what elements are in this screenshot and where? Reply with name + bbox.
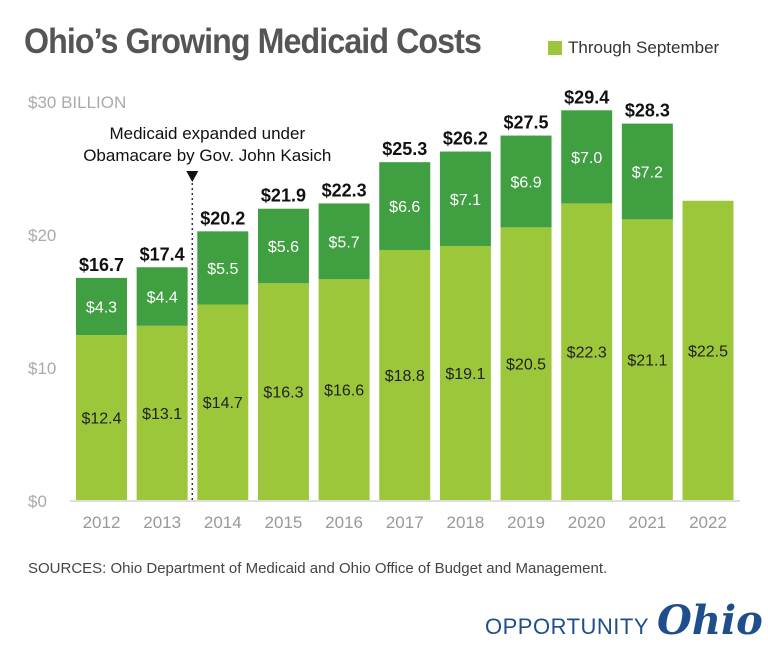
bar-rest-label: $6.6 (389, 199, 420, 216)
bar-total-label: $26.2 (443, 129, 488, 149)
bar-base-2016 (318, 279, 370, 500)
bar-total-label: $17.4 (140, 244, 185, 264)
bar-rest-label: $7.0 (571, 150, 602, 167)
bar-base-label: $16.3 (263, 385, 303, 402)
legend: Through September (548, 38, 719, 58)
y-tick-label: $20 (28, 226, 56, 245)
bar-rest-label: $4.4 (147, 290, 178, 307)
bar-total-label: $20.2 (200, 208, 245, 228)
bar-rest-label: $5.5 (207, 261, 238, 278)
opportunity-ohio-logo: OPPORTUNITY Ohio (485, 597, 763, 644)
bar-base-2019 (500, 227, 552, 500)
bar-base-label: $22.5 (688, 343, 728, 360)
bar-base-2022 (682, 200, 734, 500)
x-tick-label: 2017 (386, 513, 424, 532)
y-tick-label: $10 (28, 359, 56, 378)
x-tick-label: 2014 (204, 513, 242, 532)
bar-total-label: $28.3 (625, 101, 670, 121)
x-tick-label: 2018 (446, 513, 484, 532)
x-tick-label: 2019 (507, 513, 545, 532)
x-tick-label: 2020 (568, 513, 606, 532)
bar-total-label: $25.3 (382, 139, 427, 159)
logo-script: Ohio (657, 597, 763, 644)
bar-base-label: $20.5 (506, 357, 546, 374)
bar-total-label: $21.9 (261, 186, 306, 206)
bar-total-label: $22.3 (322, 180, 367, 200)
bar-base-2013 (136, 325, 188, 500)
bar-rest-label: $5.6 (268, 239, 299, 256)
bar-rest-label: $4.3 (86, 299, 117, 316)
x-tick-label: 2012 (83, 513, 121, 532)
bar-base-label: $21.1 (627, 353, 667, 370)
bar-base-label: $18.8 (385, 368, 425, 385)
bar-total-label: $27.5 (504, 113, 549, 133)
bar-rest-label: $5.7 (329, 234, 360, 251)
bar-rest-2018 (439, 151, 491, 246)
x-tick-label: 2022 (689, 513, 727, 532)
bar-rest-label: $6.9 (510, 174, 541, 191)
x-tick-label: 2016 (325, 513, 363, 532)
bar-rest-2016 (318, 203, 370, 280)
chart-title: Ohio’s Growing Medicaid Costs (24, 22, 482, 61)
bar-rest-label: $7.1 (450, 192, 481, 209)
bar-base-label: $22.3 (567, 345, 607, 362)
bar-rest-2019 (500, 135, 552, 228)
x-tick-label: 2021 (628, 513, 666, 532)
bar-base-2015 (257, 283, 309, 500)
bar-base-2018 (439, 245, 491, 500)
bar-total-label: $29.4 (564, 87, 609, 107)
bar-base-2014 (197, 304, 249, 500)
bar-base-label: $14.7 (203, 395, 243, 412)
bar-base-2021 (621, 219, 673, 500)
bar-total-label: $16.7 (79, 255, 124, 275)
y-tick-label: $0 (28, 492, 47, 511)
annotation-arrow-icon (186, 171, 199, 182)
legend-label: Through September (568, 38, 720, 57)
bar-base-2017 (379, 249, 431, 500)
bar-chart: $30 BILLION $0 $10 $20 $12.4 $4.3 $16.7 2012 $13… (28, 87, 740, 532)
bar-rest-label: $7.2 (632, 164, 663, 181)
annotation-line1: Medicaid expanded under (109, 124, 305, 143)
y-axis-label: $30 BILLION (28, 93, 126, 112)
bar-base-2020 (561, 203, 613, 500)
sources-note: SOURCES: Ohio Department of Medicaid and… (28, 560, 608, 577)
bar-rest-2017 (379, 162, 431, 250)
bar-rest-2014 (197, 231, 249, 305)
bar-base-label: $19.1 (445, 366, 485, 383)
bar-rest-2013 (136, 267, 188, 326)
bar-base-label: $12.4 (81, 411, 121, 428)
bar-base-label: $16.6 (324, 383, 364, 400)
annotation-line2: Obamacare by Gov. John Kasich (83, 146, 331, 165)
bar-rest-2020 (561, 110, 613, 204)
bar-rest-2012 (76, 277, 127, 336)
x-tick-label: 2013 (143, 513, 181, 532)
legend-swatch (548, 41, 562, 55)
bar-base-2012 (76, 335, 127, 500)
bar-rest-2015 (257, 208, 309, 284)
bar-base-label: $13.1 (142, 406, 182, 423)
x-tick-label: 2015 (265, 513, 303, 532)
logo-text: OPPORTUNITY (485, 614, 650, 639)
bar-rest-2021 (621, 123, 673, 220)
